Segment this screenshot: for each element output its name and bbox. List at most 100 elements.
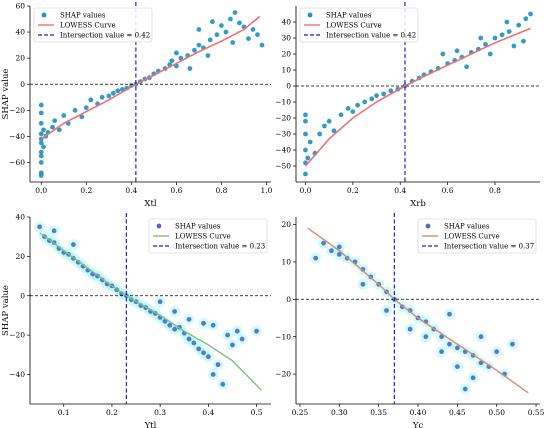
shap-point [230, 40, 236, 45]
legend-marker-shap [41, 12, 47, 18]
y-tick-label: −10 [275, 332, 291, 341]
x-axis-label: Xrb [410, 199, 426, 209]
legend-label-shap: SHAP values [444, 223, 490, 231]
x-tick-label: 0.40 [410, 408, 427, 417]
shap-point [360, 281, 366, 287]
lowess-curve [304, 27, 531, 167]
y-tick-label: 0 [20, 80, 25, 89]
shap-point [447, 341, 452, 347]
shap-point [88, 97, 94, 103]
legend: SHAP values LOWESS Curve Intersection valu… [299, 7, 419, 43]
legend-label-shap: SHAP values [60, 12, 106, 20]
shap-point [329, 248, 334, 254]
y-tick-label: −50 [275, 162, 291, 171]
x-tick-label: 1.0 [261, 186, 273, 195]
shap-point [210, 322, 216, 328]
shap-point [110, 90, 116, 96]
x-tick-label: 0.6 [442, 186, 454, 195]
legend-box [33, 7, 153, 43]
shap-point [250, 27, 256, 32]
shap-point [214, 32, 220, 38]
shap-point [305, 155, 311, 161]
shap-point [470, 375, 476, 381]
shap-point [407, 326, 413, 332]
shap-point [462, 386, 468, 392]
y-tick-label: 20 [281, 50, 291, 59]
shap-point [167, 322, 173, 328]
shap-point [523, 16, 529, 22]
shap-point [230, 342, 235, 348]
shap-point [83, 105, 89, 111]
shap-point [38, 102, 44, 108]
shap-point [317, 131, 323, 137]
y-tick-label: −60 [9, 158, 25, 167]
y-axis-label: SHAP value [1, 69, 11, 120]
y-tick-label: 40 [15, 28, 25, 37]
shap-point [464, 64, 469, 70]
shap-point [259, 42, 265, 48]
shap-point [210, 19, 215, 25]
shap-point [528, 11, 533, 17]
shap-point [478, 334, 484, 340]
y-tick-label: −20 [9, 106, 25, 115]
legend-box [148, 218, 268, 254]
y-tick-label: 0 [20, 291, 25, 300]
shap-point [487, 51, 493, 57]
legend-marker-shap [307, 12, 313, 18]
shap-point [223, 29, 229, 35]
shap-point [492, 35, 498, 41]
x-tick-label: 0.3 [154, 408, 166, 417]
shap-point [237, 20, 242, 26]
x-tick-label: 0.8 [489, 186, 501, 195]
panel-top-left: 0.0 0.2 0.4 0.6 0.8 1.0 −60 −40 −20 0 20 40 60 Xtl SHA… [1, 2, 273, 209]
shap-point [388, 88, 394, 94]
x-tick-label: 0.6 [170, 186, 182, 195]
shap-point [187, 66, 193, 71]
shap-point [205, 354, 211, 360]
x-tick-label: 0.5 [251, 408, 263, 417]
shap-point [331, 128, 337, 134]
panel-bottom-left: 0.1 0.2 0.3 0.4 0.5 −40 −20 0 20 40 Ytl SHAP value S… [1, 213, 271, 428]
shap-point [336, 244, 342, 250]
legend-label-shap: SHAP values [175, 223, 221, 231]
shap-point [454, 345, 460, 351]
shap-point [191, 340, 197, 346]
legend: SHAP values LOWESS Curve Intersection valu… [417, 218, 537, 254]
shap-point [207, 37, 213, 43]
shap-point [172, 309, 178, 314]
shap-point [70, 242, 76, 247]
x-tick-label: 0.35 [370, 408, 387, 417]
y-tick-label: −20 [275, 114, 291, 123]
shap-point [219, 23, 224, 28]
y-tick-label: −10 [275, 98, 291, 107]
legend-label-intersection: Intersection value = 0.23 [175, 243, 265, 251]
shap-point [210, 372, 216, 377]
legend-label-intersection: Intersection value = 0.42 [60, 32, 150, 40]
shap-point [338, 112, 344, 118]
panel-top-right: 0.0 0.2 0.4 0.6 0.8 −50 −40 −30 −20 −10 0 10 20 30 40 X… [275, 2, 540, 209]
shap-point [439, 334, 445, 340]
shap-point [246, 36, 251, 41]
shap-point [303, 118, 308, 124]
shap-point [454, 48, 460, 54]
shap-point [478, 35, 484, 41]
y-tick-label: 0 [286, 82, 291, 91]
legend-label-lowess: LOWESS Curve [60, 22, 116, 30]
shap-point [186, 336, 192, 342]
x-tick-label: 0.2 [347, 186, 359, 195]
legend: SHAP values LOWESS Curve Intersection valu… [33, 7, 153, 43]
y-tick-label: −40 [275, 146, 291, 155]
shap-point [172, 326, 178, 332]
shap-point [38, 173, 44, 178]
shap-point [234, 328, 240, 334]
shap-point [510, 341, 515, 347]
x-tick-label: 0.2 [80, 186, 92, 195]
shap-point [157, 299, 163, 305]
shap-point [72, 107, 78, 113]
shap-point [37, 224, 43, 230]
lowess-curve [39, 232, 262, 391]
shap-point [38, 131, 44, 137]
shap-point [186, 316, 192, 322]
y-tick-label: 30 [281, 34, 291, 43]
shap-point [56, 127, 62, 133]
